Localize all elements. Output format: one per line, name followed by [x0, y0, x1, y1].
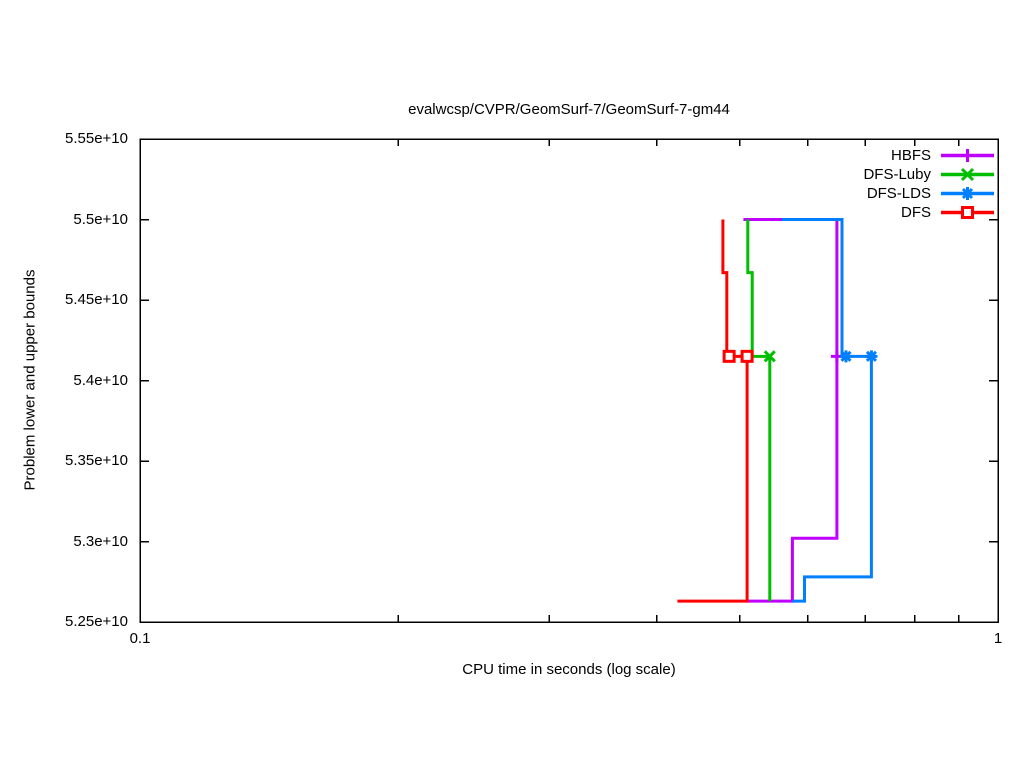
- legend-entry-DFS-Luby: DFS-Luby: [863, 165, 995, 184]
- legend-label: DFS-LDS: [866, 185, 931, 202]
- legend-entry-HBFS: HBFS: [863, 146, 995, 165]
- legend-label: DFS-Luby: [863, 166, 931, 183]
- series-HBFS: [743, 218, 843, 603]
- legend-sample-line: [941, 167, 994, 182]
- legend-entry-DFS: DFS: [863, 203, 995, 222]
- y-tick-label: 5.35e+10: [65, 452, 128, 469]
- legend-sample-line: [941, 149, 994, 162]
- x-tick-label: 1: [993, 630, 1003, 647]
- y-tick-label: 5.45e+10: [65, 291, 128, 308]
- legend-label: DFS: [901, 204, 931, 221]
- x-tick-label: 0.1: [129, 630, 151, 647]
- legend-label: HBFS: [890, 147, 931, 164]
- x-axis-label: CPU time in seconds (log scale): [462, 661, 676, 678]
- series-DFS: [677, 219, 754, 603]
- legend-sample-line: [941, 187, 994, 200]
- y-tick-label: 5.3e+10: [73, 532, 128, 550]
- y-tick-label: 5.5e+10: [73, 210, 128, 228]
- series-DFS-LDS: [781, 218, 878, 603]
- y-tick-label: 5.4e+10: [73, 371, 128, 389]
- y-tick-label: 5.25e+10: [65, 613, 128, 630]
- legend-entry-DFS-LDS: DFS-LDS: [863, 184, 995, 203]
- series-DFS-Luby: [746, 219, 776, 602]
- axis-ticks: [139, 138, 999, 623]
- chart-title: evalwcsp/CVPR/GeomSurf-7/GeomSurf-7-gm44: [408, 101, 730, 118]
- legend-sample-line: [941, 206, 994, 219]
- legend: HBFS DFS-Luby DFS-LDS DFS: [863, 146, 995, 222]
- y-tick-label: 5.55e+10: [65, 130, 128, 147]
